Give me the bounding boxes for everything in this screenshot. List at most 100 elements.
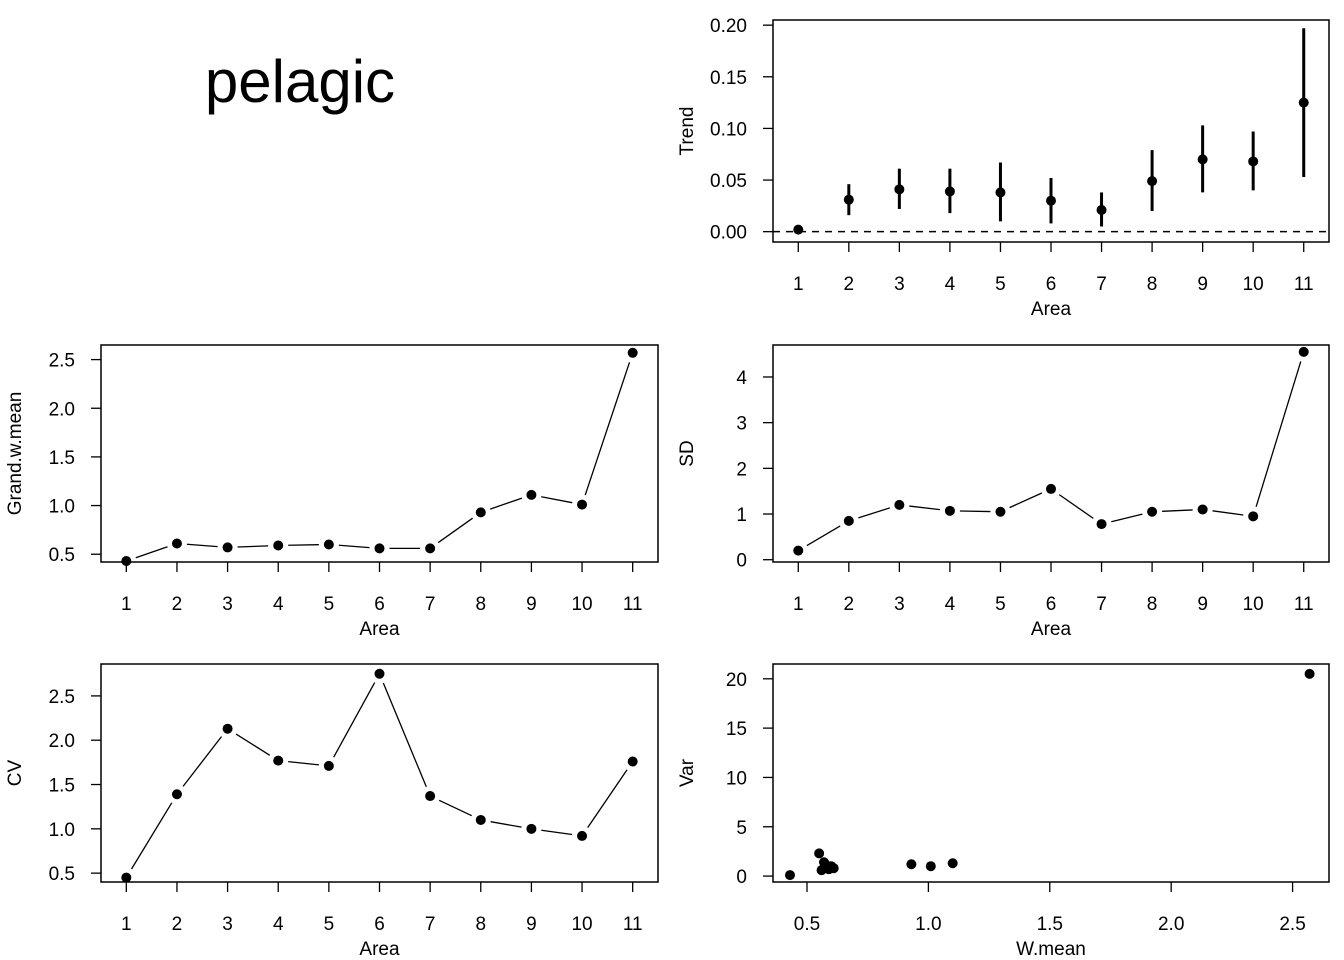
data-point xyxy=(627,347,638,358)
series-line-segment xyxy=(490,497,523,510)
x-tick-label: 1.0 xyxy=(915,914,941,935)
x-tick-label: 0.5 xyxy=(794,914,820,935)
y-tick-label: 0 xyxy=(736,867,747,888)
data-point xyxy=(1096,519,1107,530)
data-point xyxy=(1298,97,1309,108)
series-line-segment xyxy=(438,799,473,817)
y-tick-label: 0.5 xyxy=(49,864,75,885)
data-point xyxy=(323,760,334,771)
x-tick-label: 8 xyxy=(1147,274,1158,295)
y-tick-label: 0.05 xyxy=(710,171,747,192)
x-tick-label: 8 xyxy=(475,594,486,615)
series-line-segment xyxy=(235,733,271,756)
data-point xyxy=(793,545,804,556)
y-tick-label: 3 xyxy=(736,414,747,435)
x-tick-label: 10 xyxy=(571,914,592,935)
x-tick-label: 3 xyxy=(222,914,233,935)
x-tick-label: 11 xyxy=(623,914,643,935)
data-point xyxy=(1046,483,1056,494)
y-tick-label: 0.5 xyxy=(49,545,75,566)
x-tick-label: 10 xyxy=(571,594,592,615)
series-line-segment xyxy=(130,802,173,870)
panel-grand-w-mean: 1 2 3 4 5 6 7 8 9 10 11 0.5 1.0 1.5 2.0 2.5 Area Grand.w.… xyxy=(5,344,659,640)
series-line-segment xyxy=(135,546,168,559)
y-tick-label: 1.0 xyxy=(49,820,75,841)
x-tick-label: 11 xyxy=(1294,274,1314,295)
y-tick-label: 0.00 xyxy=(710,223,747,244)
x-tick-label: 2 xyxy=(172,914,183,935)
y-tick-label: 0.20 xyxy=(710,16,747,37)
x-axis-label: Area xyxy=(1031,619,1072,640)
x-tick-label: 4 xyxy=(945,594,956,615)
x-tick-label: 8 xyxy=(475,914,486,935)
x-tick-label: 10 xyxy=(1243,594,1264,615)
y-tick-label: 0.10 xyxy=(710,119,747,140)
y-tick-label: 2.5 xyxy=(49,687,75,708)
y-tick-label: 20 xyxy=(726,670,747,691)
data-point xyxy=(828,863,839,874)
series-line-segment xyxy=(1162,509,1193,512)
x-tick-label: 7 xyxy=(1096,594,1107,615)
x-tick-label: 7 xyxy=(425,594,436,615)
data-point xyxy=(814,848,825,859)
data-point xyxy=(1096,204,1107,215)
y-tick-label: 10 xyxy=(726,768,747,789)
x-tick-label: 3 xyxy=(894,274,905,295)
data-point xyxy=(1147,506,1158,517)
x-tick-label: 4 xyxy=(273,914,284,935)
x-tick-label: 1 xyxy=(793,594,804,615)
data-point xyxy=(121,872,132,883)
x-axis-label: Area xyxy=(359,619,400,640)
data-point xyxy=(947,858,958,869)
series-line-segment xyxy=(806,525,841,547)
data-point xyxy=(171,538,182,549)
x-axis-label: Area xyxy=(359,939,400,960)
y-tick-label: 2.0 xyxy=(49,399,75,420)
x-tick-label: 7 xyxy=(1096,274,1107,295)
x-tick-label: 1 xyxy=(121,914,132,935)
x-tick-label: 1 xyxy=(121,594,132,615)
data-point xyxy=(1298,346,1309,357)
x-tick-label: 8 xyxy=(1147,594,1158,615)
data-point xyxy=(425,543,436,554)
x-tick-label: 5 xyxy=(324,594,335,615)
data-point xyxy=(894,184,905,195)
series-line-segment xyxy=(858,507,891,519)
panel-trend: 1 2 3 4 5 6 7 8 9 10 11 0.00 0.05 0.10 0.15 0.20 Area Tre… xyxy=(677,16,1330,320)
y-axis-label: Var xyxy=(677,758,698,787)
x-axis-label: Area xyxy=(1031,299,1072,320)
data-point xyxy=(627,756,638,767)
y-axis-label: CV xyxy=(5,759,26,786)
y-tick-label: 5 xyxy=(736,818,747,839)
y-tick-label: 0 xyxy=(736,551,747,572)
data-point xyxy=(577,499,588,510)
data-point xyxy=(526,489,537,500)
plot-frame xyxy=(772,663,1330,883)
data-point xyxy=(1197,154,1208,165)
x-tick-label: 5 xyxy=(995,594,1006,615)
y-tick-label: 4 xyxy=(736,368,747,389)
y-tick-label: 2.0 xyxy=(49,731,75,752)
data-point xyxy=(475,814,486,825)
y-tick-label: 1 xyxy=(736,505,747,526)
x-tick-label: 4 xyxy=(273,594,284,615)
x-axis-label: W.mean xyxy=(1016,939,1086,960)
series-line-segment xyxy=(382,682,427,788)
data-point xyxy=(944,186,955,197)
data-point xyxy=(577,830,588,841)
x-tick-label: 6 xyxy=(374,914,385,935)
y-axis-label: SD xyxy=(677,440,698,466)
data-point xyxy=(894,499,905,510)
panel-var-vs-wmean: 0.5 1.0 1.5 2.0 2.5 0 5 10 15 20 W.mean Var xyxy=(677,663,1330,960)
x-tick-label: 2 xyxy=(844,594,855,615)
x-tick-label: 6 xyxy=(1046,274,1057,295)
series-line-segment xyxy=(288,544,319,546)
data-point xyxy=(995,187,1006,198)
series-line-segment xyxy=(587,769,628,829)
series-line-segment xyxy=(1255,361,1302,507)
data-point xyxy=(1046,195,1056,206)
data-point xyxy=(843,515,854,526)
x-tick-label: 7 xyxy=(425,914,436,935)
series-line-segment xyxy=(237,545,269,548)
data-point xyxy=(906,859,917,870)
